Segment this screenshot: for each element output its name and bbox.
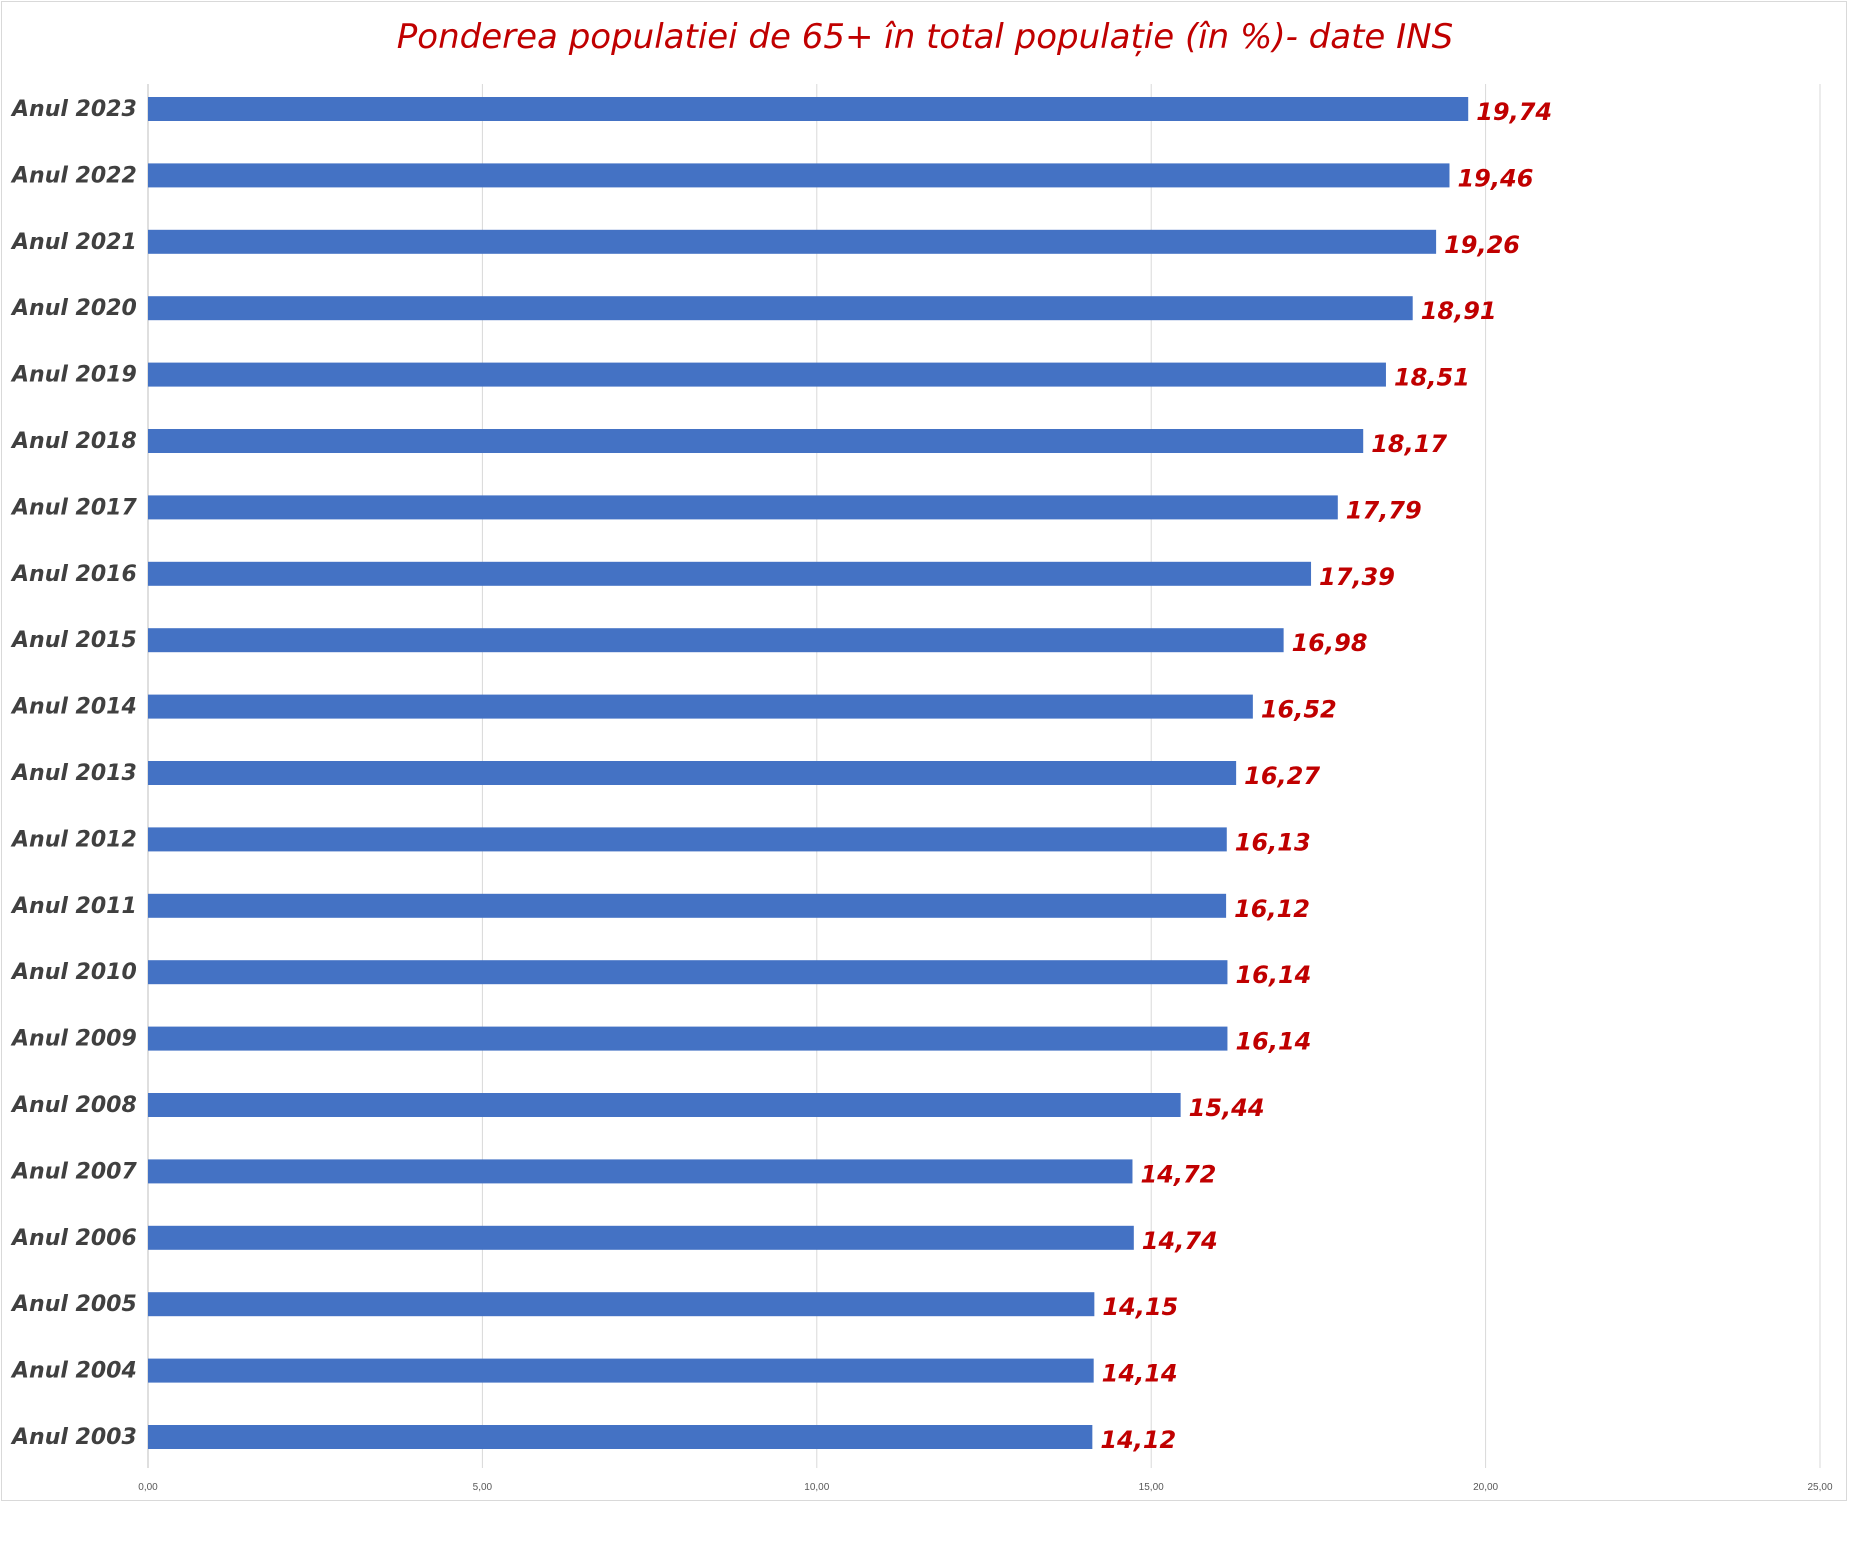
chart-title: Ponderea populatiei de 65+ în total popu… — [397, 17, 1453, 57]
category-label: Anul 2005 — [10, 1292, 137, 1317]
category-label: Anul 2023 — [10, 97, 137, 122]
category-label: Anul 2012 — [10, 827, 137, 852]
bar — [148, 1026, 1228, 1051]
data-label: 16,14 — [1235, 1028, 1311, 1056]
bar — [148, 362, 1386, 387]
category-label: Anul 2013 — [10, 761, 137, 786]
bar — [148, 1093, 1181, 1117]
labels: 0,00 5,00 10,00 15,00 20,00 25,00 Anul 2023 19,… — [10, 97, 1833, 1493]
bar — [148, 429, 1364, 453]
bar — [148, 960, 1228, 985]
bar — [148, 1159, 1133, 1184]
data-label: 16,13 — [1235, 828, 1311, 856]
bar — [148, 97, 1469, 121]
data-label: 16,98 — [1292, 629, 1368, 657]
category-label: Anul 2009 — [10, 1027, 137, 1052]
data-label: 14,15 — [1102, 1293, 1178, 1321]
data-label: 16,27 — [1244, 762, 1320, 790]
category-label: Anul 2008 — [10, 1093, 137, 1118]
data-label: 19,74 — [1476, 98, 1552, 126]
data-label: 14,74 — [1142, 1227, 1218, 1255]
category-label: Anul 2016 — [10, 562, 137, 587]
bar — [148, 1225, 1134, 1250]
bar — [148, 1425, 1093, 1449]
bar — [148, 163, 1450, 188]
data-label: 16,14 — [1235, 961, 1311, 989]
data-label: 15,44 — [1189, 1094, 1265, 1122]
category-label: Anul 2011 — [10, 894, 137, 919]
category-label: Anul 2006 — [10, 1226, 137, 1251]
bar — [148, 893, 1227, 918]
category-label: Anul 2019 — [10, 363, 137, 388]
bar — [148, 628, 1284, 653]
data-label: 18,17 — [1371, 430, 1447, 458]
x-tick-label: 25,00 — [1807, 1482, 1832, 1493]
bar — [148, 495, 1338, 520]
x-tick-label: 5,00 — [473, 1482, 493, 1493]
data-label: 16,12 — [1234, 895, 1310, 923]
bars — [148, 97, 1469, 1449]
category-label: Anul 2010 — [10, 960, 137, 985]
chart-frame: Ponderea populatiei de 65+ în total popu… — [1, 1, 1847, 1501]
data-label: 17,79 — [1346, 496, 1422, 524]
category-label: Anul 2004 — [10, 1359, 137, 1384]
bar-chart: Ponderea populatiei de 65+ în total popu… — [10, 17, 1833, 1493]
data-label: 19,46 — [1457, 164, 1533, 192]
category-label: Anul 2020 — [10, 296, 137, 321]
bar — [148, 827, 1227, 852]
bar — [148, 694, 1253, 719]
data-label: 18,91 — [1421, 297, 1497, 325]
bar — [148, 229, 1437, 254]
x-tick-label: 0,00 — [138, 1482, 158, 1493]
bar — [148, 761, 1237, 785]
bar — [148, 1358, 1094, 1383]
category-label: Anul 2014 — [10, 695, 137, 720]
category-label: Anul 2022 — [10, 163, 137, 188]
x-tick-label: 15,00 — [1139, 1482, 1164, 1493]
data-label: 17,39 — [1319, 563, 1395, 591]
x-tick-label: 20,00 — [1473, 1482, 1498, 1493]
data-label: 16,52 — [1261, 696, 1337, 724]
data-label: 14,14 — [1102, 1360, 1178, 1388]
x-tick-label: 10,00 — [804, 1482, 829, 1493]
category-label: Anul 2021 — [10, 230, 137, 255]
data-label: 14,72 — [1140, 1160, 1216, 1188]
data-label: 14,12 — [1100, 1426, 1176, 1454]
category-label: Anul 2018 — [10, 429, 137, 454]
data-label: 18,51 — [1394, 364, 1470, 392]
category-label: Anul 2003 — [10, 1425, 137, 1450]
bar — [148, 296, 1413, 321]
category-label: Anul 2015 — [10, 628, 137, 653]
bar — [148, 561, 1312, 586]
data-label: 19,26 — [1444, 231, 1520, 259]
category-label: Anul 2017 — [10, 495, 137, 520]
bar — [148, 1292, 1095, 1317]
category-label: Anul 2007 — [10, 1159, 137, 1184]
